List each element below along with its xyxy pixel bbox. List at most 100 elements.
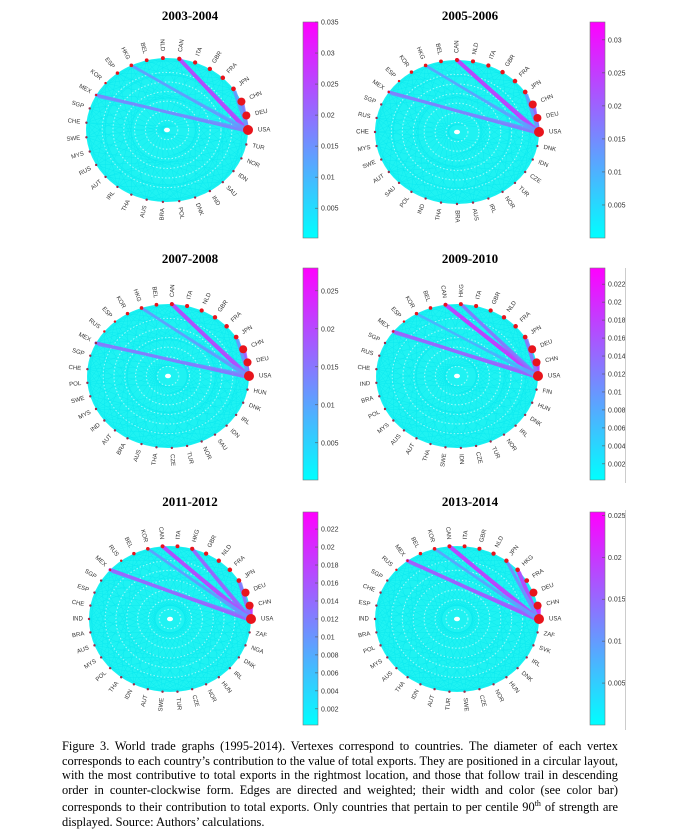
vertex-label: SAU [384, 186, 397, 199]
vertex-label: MYS [78, 410, 92, 421]
weak-edge [388, 91, 458, 205]
vertex-irl [514, 424, 517, 427]
ring-pattern [391, 317, 523, 435]
vertex-chn [532, 358, 541, 367]
weak-edge [156, 304, 244, 350]
weak-edge [95, 342, 173, 449]
vertex-rus [94, 163, 98, 167]
weak-edge [162, 58, 223, 183]
weak-edge [488, 65, 526, 173]
colorbar-tick-label: 0.01 [608, 169, 622, 176]
vertex-nld [491, 551, 496, 556]
vertex-label: THA [108, 681, 120, 694]
weak-edge [380, 592, 518, 669]
weak-edge [376, 65, 489, 147]
weak-edge [434, 546, 450, 690]
weak-edge [460, 310, 491, 448]
weak-edge [387, 548, 480, 581]
vertex-svk [532, 644, 535, 647]
vertex-nga [244, 644, 247, 647]
weak-edge [403, 389, 537, 431]
vertex-hkg [190, 546, 195, 551]
weak-edge [229, 580, 240, 669]
weak-edge [515, 389, 537, 426]
weak-edge [127, 313, 237, 416]
vertex-label: ITA [195, 47, 204, 57]
weak-edge [381, 104, 412, 192]
weak-edge [94, 645, 178, 692]
vertex-label: CAN [444, 527, 451, 540]
weak-edge [95, 95, 118, 187]
colorbar-tick-label: 0.03 [321, 51, 335, 58]
ring-pattern [115, 569, 225, 669]
weak-edge [147, 548, 239, 581]
vertex-label: AUS [76, 645, 90, 655]
vertex-label: IRL [518, 428, 529, 439]
weak-edge [86, 68, 210, 138]
weak-edge [399, 71, 503, 82]
vertex-cze [170, 446, 174, 450]
vertex-label: NLD [506, 300, 518, 314]
vertex-label: BRA [358, 631, 371, 639]
vertex-label: POL [368, 409, 382, 420]
vertex-jpn [522, 334, 528, 340]
weak-edge [493, 605, 538, 685]
vertex-jpn [231, 86, 236, 92]
vertex-bel [154, 302, 159, 307]
weak-edge [156, 402, 244, 448]
weak-edge [117, 72, 247, 145]
weak-edge [146, 88, 234, 200]
ring-pattern [434, 112, 480, 152]
weak-edge [376, 368, 491, 442]
vertex-label: HKG [192, 529, 201, 543]
vertex-label: RUS [360, 348, 374, 357]
vertex-bel [132, 551, 136, 556]
vertex-fra [224, 324, 229, 329]
vertex-label: POL [399, 195, 411, 209]
colorbar-tick-label: 0.012 [321, 616, 339, 623]
vertex-label: POL [95, 670, 108, 683]
vertex-label: MEX [77, 332, 91, 343]
caption-superscript: th [534, 799, 541, 809]
vertex-jpn [522, 89, 528, 95]
weak-edge [376, 382, 446, 448]
weak-edge [171, 304, 202, 442]
vertex-usa [246, 614, 256, 624]
vertex-label: NLD [221, 543, 233, 557]
weak-edge [503, 317, 537, 390]
weak-edge [407, 553, 421, 678]
vertex-gbr [203, 551, 209, 556]
vertex-mys [94, 407, 98, 411]
weak-edge [171, 310, 202, 448]
caption-text: Figure 3. World trade graphs (1995-2014)… [62, 739, 618, 815]
vertex-label: IDN [229, 428, 241, 439]
weak-edge [114, 349, 244, 431]
vertex-label: AUS [471, 208, 479, 221]
weak-edge [502, 131, 540, 192]
vertex-che [379, 591, 382, 594]
weak-edge [226, 349, 244, 426]
weak-edge [90, 355, 188, 447]
vertex-aut [433, 688, 436, 691]
weak-edge [449, 546, 534, 646]
vertex-label: SWE [66, 136, 80, 143]
weak-edge [460, 303, 533, 403]
weak-edge [434, 605, 538, 690]
vertex-sgp [99, 579, 103, 582]
weak-edge [146, 158, 242, 200]
vertex-mys [99, 656, 103, 659]
center-mark [454, 373, 460, 379]
vertex-nor [501, 190, 504, 194]
vertex-label: HUN [253, 388, 267, 396]
vertex-ind [208, 189, 212, 193]
vertex-label: MEX [94, 555, 108, 568]
weak-edge [94, 569, 230, 593]
weak-edge [388, 159, 533, 173]
strong-edge-return-hkg-usa [132, 66, 249, 130]
vertex-bra [378, 395, 381, 398]
vertex-deu [241, 588, 250, 597]
vertex-label: IRL [106, 190, 117, 202]
weak-edge [109, 548, 149, 669]
colorbar-tick-label: 0.025 [608, 70, 626, 77]
